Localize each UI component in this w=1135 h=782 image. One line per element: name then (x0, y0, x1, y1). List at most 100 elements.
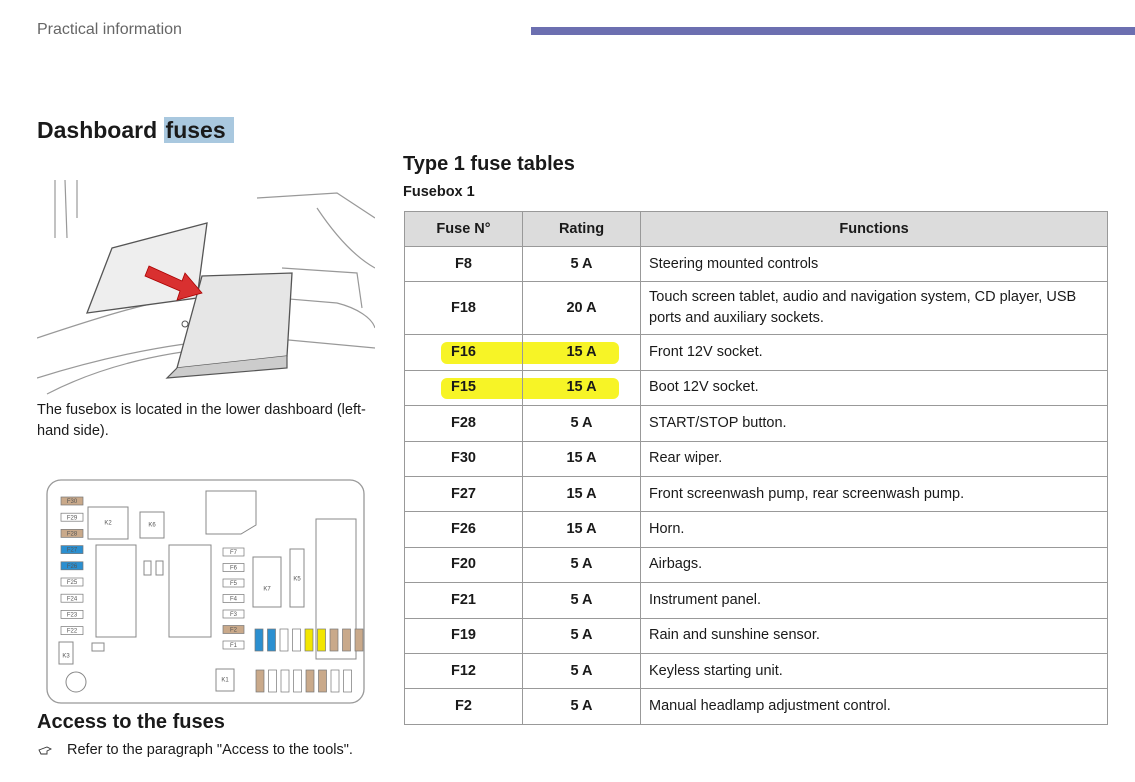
fuse-cell-text: F2 (455, 698, 472, 715)
fuse-cell: F2 (404, 688, 523, 725)
header-cell: Fuse N° (404, 211, 523, 247)
rating-cell-text: 5 A (570, 255, 593, 272)
fuse (222, 609, 245, 619)
header-bar (531, 27, 1135, 35)
page-title: Dashboard fuses (37, 117, 234, 144)
fuse (222, 625, 245, 634)
fuse (222, 640, 245, 650)
fuse (317, 628, 326, 652)
rating-cell-text: 15 A (566, 379, 597, 396)
table-title: Type 1 fuse tables (403, 153, 575, 175)
relay-label: K2 (104, 521, 112, 527)
fuse (292, 628, 301, 652)
fuse-label: F6 (230, 566, 238, 572)
rating-cell: 15 A (522, 369, 641, 407)
fuse-cell: F28 (404, 405, 523, 442)
function-cell-text: Horn. (649, 521, 685, 538)
fuse-label: F30 (67, 499, 78, 505)
fuse-cell-text: F27 (451, 485, 476, 502)
fuse-label: F2 (230, 628, 238, 634)
rating-cell: 15 A (522, 440, 641, 477)
fuse (330, 669, 340, 693)
fuse (254, 628, 264, 652)
title-main: Dashboard (37, 117, 158, 143)
fuse (304, 628, 314, 652)
fuse-label: F26 (67, 564, 78, 570)
function-cell: Rear wiper. (640, 440, 1108, 477)
access-title: Access to the fuses (37, 711, 225, 733)
fuse (342, 628, 351, 652)
fuse (268, 669, 277, 693)
header-cell: Rating (522, 211, 641, 247)
fuse (293, 669, 302, 693)
rating-cell: 5 A (522, 546, 641, 584)
function-cell: Front 12V socket. (640, 334, 1108, 371)
function-cell: Manual headlamp adjustment control. (640, 688, 1108, 725)
rating-cell: 5 A (522, 653, 641, 690)
relay-label: K6 (148, 523, 156, 529)
function-cell-text: Manual headlamp adjustment control. (649, 698, 891, 715)
fuse (222, 578, 245, 588)
fuse (255, 669, 265, 693)
fuse-label: F27 (67, 548, 78, 554)
rating-cell: 5 A (522, 405, 641, 442)
fuse (60, 545, 84, 554)
rating-cell-text: 5 A (570, 556, 593, 573)
fusebox-diagram: K2 K6 K5 K7 K1 K3 F30 F29 F28 F27 F26 F25 F24 F23 F22 F… (46, 479, 365, 704)
function-cell-text: Steering mounted controls (649, 255, 819, 272)
pointer-icon (38, 746, 52, 755)
function-cell: Instrument panel. (640, 582, 1108, 619)
access-text: Refer to the paragraph "Access to the to… (67, 742, 353, 758)
rating-cell-text: 5 A (570, 414, 593, 431)
fuse (279, 628, 289, 652)
fuse-cell: F21 (404, 582, 523, 619)
function-cell: Keyless starting unit. (640, 653, 1108, 690)
rating-cell: 5 A (522, 688, 641, 725)
function-cell-text: Instrument panel. (649, 591, 762, 608)
fuse-cell: F30 (404, 440, 523, 477)
function-cell: Airbags. (640, 546, 1108, 584)
fuse (60, 561, 84, 571)
dashboard-illustration (37, 179, 375, 395)
fuse-label: F7 (230, 550, 238, 556)
highlighter-mark (441, 377, 619, 400)
rating-cell: 15 A (522, 511, 641, 548)
fuse-cell-text: F28 (451, 414, 476, 431)
header-cell-text: Functions (839, 220, 909, 237)
fuse-label: F22 (67, 629, 78, 635)
fuse (60, 610, 84, 619)
function-cell-text: START/STOP button. (649, 414, 787, 431)
fuse-cell-text: F19 (451, 627, 476, 644)
rating-cell: 5 A (522, 617, 641, 654)
rating-cell-text: 20 A (566, 299, 597, 316)
fuse (60, 626, 84, 635)
rating-cell-text: 5 A (570, 662, 593, 679)
rating-cell: 20 A (522, 281, 641, 336)
fuse-cell: F27 (404, 476, 523, 513)
fuse-cell: F12 (404, 653, 523, 690)
header-cell: Functions (640, 211, 1108, 247)
fuse-cell: F16 (404, 334, 523, 371)
fuse-cell: F20 (404, 546, 523, 584)
fuse-cell-text: F16 (451, 344, 476, 361)
section-header: Practical information (37, 21, 182, 38)
fuse-cell-text: F12 (451, 662, 476, 679)
function-cell-text: Rain and sunshine sensor. (649, 627, 820, 644)
fuse (60, 512, 84, 522)
function-cell-text: Boot 12V socket. (649, 379, 759, 396)
rating-cell-text: 5 A (570, 627, 593, 644)
rating-cell: 15 A (522, 476, 641, 513)
fuse (60, 593, 84, 603)
fuse (318, 669, 327, 693)
fuse (222, 594, 245, 603)
function-cell: START/STOP button. (640, 405, 1108, 442)
fuse-cell-text: F15 (451, 379, 476, 396)
function-cell: Boot 12V socket. (640, 369, 1108, 407)
header-cell-text: Rating (558, 220, 605, 237)
function-cell-text: Front 12V socket. (649, 344, 763, 361)
fuse-cell-text: F18 (451, 299, 476, 316)
fuse (343, 669, 352, 693)
fuse (222, 563, 245, 572)
fuse (329, 628, 339, 652)
